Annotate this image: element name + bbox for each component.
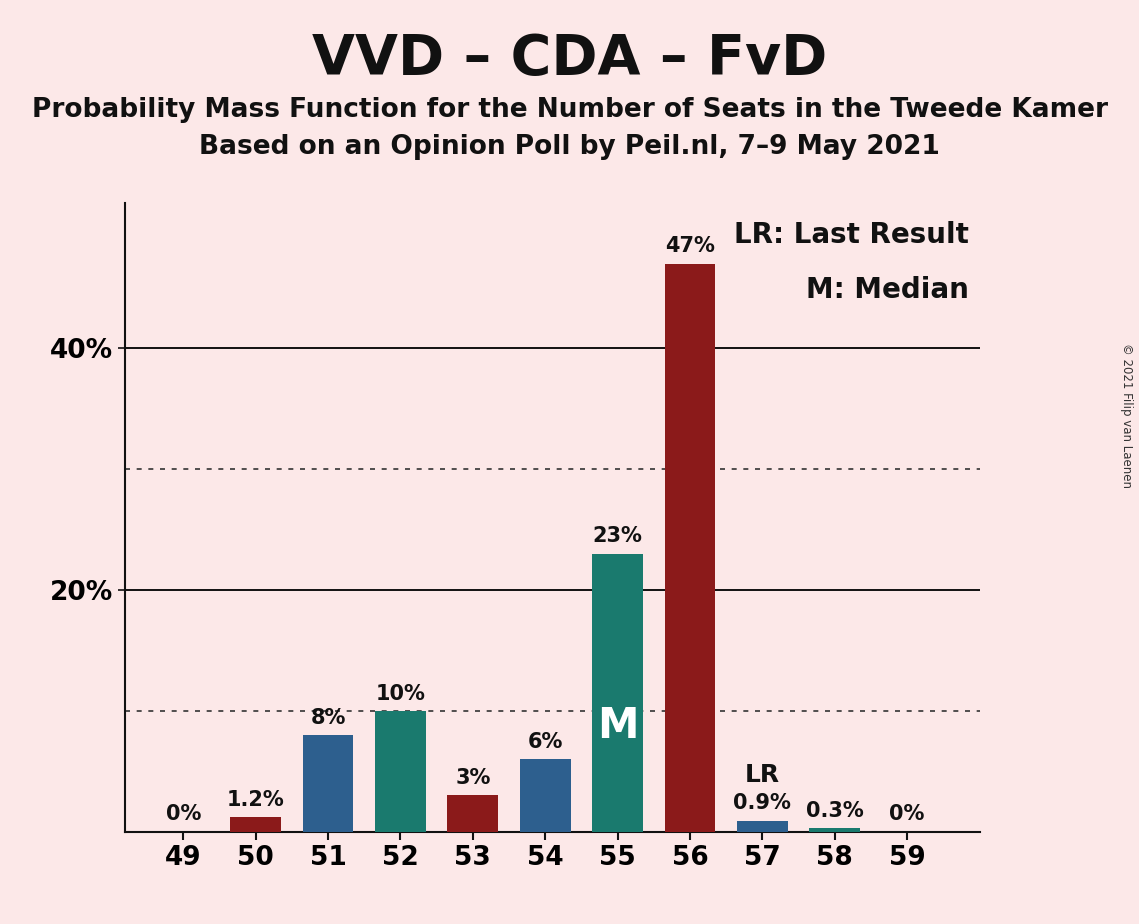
Text: Based on an Opinion Poll by Peil.nl, 7–9 May 2021: Based on an Opinion Poll by Peil.nl, 7–9… xyxy=(199,134,940,160)
Text: 0.3%: 0.3% xyxy=(806,801,863,821)
Text: 1.2%: 1.2% xyxy=(227,790,285,809)
Bar xyxy=(375,711,426,832)
Text: LR: LR xyxy=(745,763,780,787)
Bar xyxy=(810,828,860,832)
Text: LR: Last Result: LR: Last Result xyxy=(734,222,968,249)
Text: Probability Mass Function for the Number of Seats in the Tweede Kamer: Probability Mass Function for the Number… xyxy=(32,97,1107,123)
Text: 8%: 8% xyxy=(310,708,345,728)
Text: 23%: 23% xyxy=(592,527,642,546)
Text: M: M xyxy=(597,705,638,747)
Text: 0%: 0% xyxy=(165,805,200,824)
Text: 3%: 3% xyxy=(456,768,491,788)
Bar xyxy=(592,553,642,832)
Text: 0%: 0% xyxy=(890,805,925,824)
Bar xyxy=(737,821,788,832)
Text: 10%: 10% xyxy=(376,684,425,703)
Text: 6%: 6% xyxy=(527,732,563,752)
Text: 0.9%: 0.9% xyxy=(734,794,792,813)
Text: VVD – CDA – FvD: VVD – CDA – FvD xyxy=(312,32,827,86)
Text: 47%: 47% xyxy=(665,237,715,257)
Bar xyxy=(230,817,281,832)
Text: M: Median: M: Median xyxy=(805,275,968,304)
Bar xyxy=(665,263,715,832)
Bar xyxy=(303,735,353,832)
Bar xyxy=(448,796,498,832)
Text: © 2021 Filip van Laenen: © 2021 Filip van Laenen xyxy=(1121,344,1133,488)
Bar xyxy=(519,760,571,832)
